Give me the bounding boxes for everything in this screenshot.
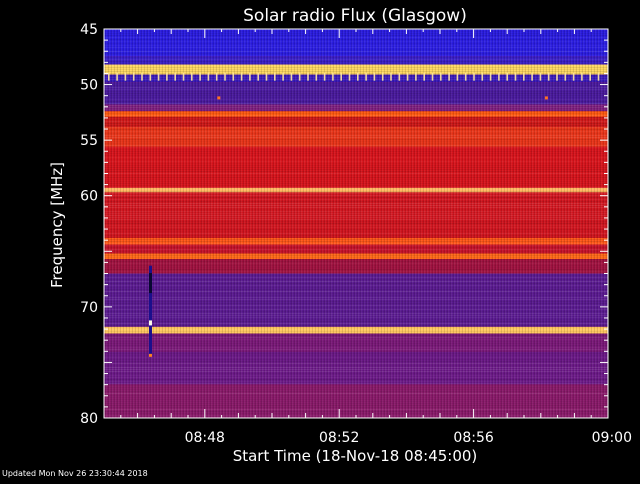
spike-mark xyxy=(415,72,417,81)
y-tick-label: 45 xyxy=(80,22,98,38)
y-tick-label: 60 xyxy=(80,189,98,205)
spike-mark xyxy=(431,72,434,81)
spike-mark xyxy=(323,72,326,81)
spike-mark xyxy=(282,72,284,81)
noise-overlay xyxy=(104,29,608,418)
spike-mark xyxy=(215,72,218,81)
y-axis-label: Frequency [MHz] xyxy=(48,162,66,288)
x-tick-label: 08:52 xyxy=(319,430,359,446)
spike-mark xyxy=(390,72,392,81)
spike-mark xyxy=(448,72,450,81)
spike-mark xyxy=(597,72,600,81)
spike-mark xyxy=(315,72,318,81)
spike-mark xyxy=(464,72,467,81)
x-axis-label: Start Time (18-Nov-18 08:45:00) xyxy=(233,447,478,465)
spike-mark xyxy=(124,72,127,81)
spike-mark xyxy=(581,72,583,81)
burst-column xyxy=(148,265,152,357)
spike-mark xyxy=(473,72,475,81)
spike-mark xyxy=(290,72,293,81)
x-tick-label: 08:48 xyxy=(185,430,225,446)
plot-overlay xyxy=(108,72,600,357)
spike-mark xyxy=(249,72,251,81)
spike-mark xyxy=(398,72,401,81)
y-tick-label: 55 xyxy=(80,133,98,149)
spike-mark xyxy=(589,72,591,81)
spike-mark xyxy=(547,72,550,81)
signal-dot xyxy=(544,96,548,100)
spike-mark xyxy=(166,72,168,81)
spike-mark xyxy=(257,72,259,81)
spike-mark xyxy=(489,72,492,81)
chart-title: Solar radio Flux (Glasgow) xyxy=(243,6,467,26)
spike-mark xyxy=(440,72,442,81)
spike-mark xyxy=(157,72,160,81)
spike-mark xyxy=(141,72,143,81)
spike-mark xyxy=(307,72,309,81)
spike-mark xyxy=(572,72,575,81)
spike-mark xyxy=(456,72,459,81)
spike-mark xyxy=(365,72,367,81)
spike-mark xyxy=(232,72,235,81)
spike-mark xyxy=(514,72,517,81)
y-axis: 45 50 55 60 70 80 xyxy=(80,22,608,427)
spike-mark xyxy=(182,72,185,81)
burst-bright-segment xyxy=(148,320,152,326)
spike-mark xyxy=(523,72,525,81)
spike-mark xyxy=(274,72,276,81)
spike-mark xyxy=(531,72,533,81)
spike-mark xyxy=(539,72,542,81)
spike-mark xyxy=(332,72,334,81)
y-tick-label: 70 xyxy=(80,300,98,316)
spike-mark xyxy=(556,72,558,81)
spike-mark xyxy=(240,72,243,81)
spike-mark xyxy=(406,72,409,81)
burst-end xyxy=(148,353,152,357)
spike-mark xyxy=(116,72,118,81)
spike-mark xyxy=(191,72,193,81)
spike-mark xyxy=(199,72,201,81)
spike-mark xyxy=(298,72,301,81)
spike-mark xyxy=(373,72,376,81)
spike-mark xyxy=(340,72,342,81)
burst-dark-segment xyxy=(148,273,152,294)
spike-mark xyxy=(348,72,351,81)
x-tick-label: 08:56 xyxy=(453,430,493,446)
y-tick-label: 80 xyxy=(80,411,98,427)
spike-mark xyxy=(498,72,500,81)
x-axis: 08:48 08:52 08:56 09:00 xyxy=(103,29,632,446)
spike-mark xyxy=(423,72,425,81)
y-tick-label: 50 xyxy=(80,78,98,94)
signal-dot xyxy=(217,96,221,100)
spike-mark xyxy=(265,72,268,81)
spike-mark xyxy=(481,72,484,81)
spike-mark xyxy=(207,72,210,81)
spike-mark xyxy=(357,72,359,81)
spike-mark xyxy=(506,72,508,81)
spike-mark xyxy=(149,72,152,81)
x-tick-label: 09:00 xyxy=(592,430,632,446)
updated-timestamp: Updated Mon Nov 26 23:30:44 2018 xyxy=(2,469,148,478)
spike-mark xyxy=(108,72,110,81)
spike-mark xyxy=(132,72,135,81)
spike-mark xyxy=(564,72,567,81)
plot-area xyxy=(104,29,608,418)
spike-mark xyxy=(381,72,384,81)
spike-mark xyxy=(174,72,176,81)
spike-mark xyxy=(224,72,226,81)
